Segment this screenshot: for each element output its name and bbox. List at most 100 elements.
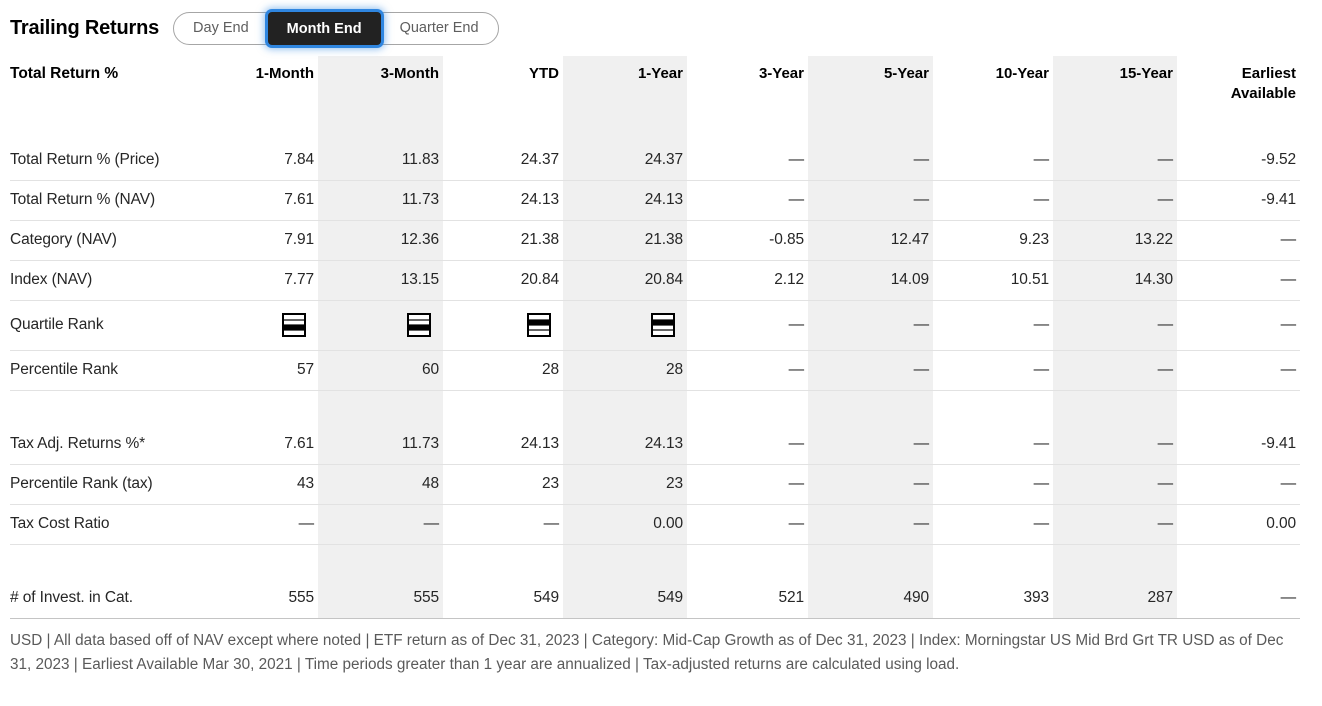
value-cell: 13.22 — [1053, 220, 1177, 261]
value-cell: 393 — [933, 578, 1053, 619]
value-cell: 57 — [195, 350, 318, 391]
period-tabs: Day End Month End Quarter End — [173, 11, 499, 45]
column-header-ytd: YTD — [529, 65, 559, 82]
value-cell: 12.36 — [318, 220, 443, 261]
spacer-cell — [933, 544, 1053, 578]
table-row: Tax Adj. Returns %* 7.61 11.73 24.13 24.13— —… — [10, 424, 1300, 465]
column-header-1-month: 1-Month — [255, 65, 314, 82]
value-cell: — — [1177, 220, 1300, 261]
value-cell: 521 — [687, 578, 808, 619]
value-cell: — — [933, 350, 1053, 391]
value-cell: — — [687, 300, 808, 351]
value-cell: 11.73 — [318, 424, 443, 465]
table-row: Quartile Rank — — — — — — [10, 300, 1300, 351]
value-cell: — — [808, 140, 933, 181]
value-cell: 24.13 — [443, 424, 563, 465]
quartile-cell — [195, 300, 318, 351]
table-row: Percentile Rank 57 60 28 28— — — — — — [10, 350, 1300, 391]
value-cell: 24.13 — [563, 180, 687, 221]
value-cell: 11.83 — [318, 140, 443, 181]
row-label: Percentile Rank (tax) — [10, 464, 195, 505]
value-cell: 9.23 — [933, 220, 1053, 261]
value-cell: 287 — [1053, 578, 1177, 619]
value-cell: 28 — [443, 350, 563, 391]
row-label: Category (NAV) — [10, 220, 195, 261]
value-cell: — — [1053, 504, 1177, 545]
spacer-cell — [933, 390, 1053, 424]
row-label: Percentile Rank — [10, 350, 195, 391]
value-cell: — — [808, 504, 933, 545]
table-row: # of Invest. in Cat. 555 555 549 549 521 490 39… — [10, 578, 1300, 619]
quartile-rank-q2-icon — [527, 313, 551, 337]
quartile-rank-q3-icon — [407, 313, 431, 337]
value-cell: 7.91 — [195, 220, 318, 261]
value-cell: — — [933, 424, 1053, 465]
table-body: Total Return % (Price) 7.84 11.83 24.37 24.3… — [10, 140, 1300, 619]
value-cell: — — [687, 140, 808, 181]
spacer-cell — [563, 390, 687, 424]
value-cell: — — [808, 350, 933, 391]
value-cell: 24.13 — [443, 180, 563, 221]
value-cell: 14.30 — [1053, 260, 1177, 301]
column-header-total-return: Total Return % — [10, 65, 119, 82]
value-cell: — — [687, 464, 808, 505]
value-cell: -9.41 — [1177, 180, 1300, 221]
spacer-cell — [1177, 390, 1300, 424]
value-cell: -9.52 — [1177, 140, 1300, 181]
table-header-row: Total Return % 1-Month 3-Month YTD 1-Year 3-Y… — [10, 56, 1300, 140]
value-cell: — — [1177, 464, 1300, 505]
value-cell: 2.12 — [687, 260, 808, 301]
value-cell: 549 — [563, 578, 687, 619]
row-label: Tax Adj. Returns %* — [10, 424, 195, 465]
value-cell: 28 — [563, 350, 687, 391]
row-label: Total Return % (Price) — [10, 140, 195, 181]
value-cell: 11.73 — [318, 180, 443, 221]
spacer-row — [10, 544, 1300, 578]
value-cell: 13.15 — [318, 260, 443, 301]
value-cell: 23 — [563, 464, 687, 505]
value-cell: -9.41 — [1177, 424, 1300, 465]
value-cell: — — [687, 424, 808, 465]
value-cell: — — [1053, 180, 1177, 221]
tab-quarter-end[interactable]: Quarter End — [381, 13, 498, 44]
quartile-rank-q2-icon — [651, 313, 675, 337]
value-cell: — — [687, 504, 808, 545]
row-label: Tax Cost Ratio — [10, 504, 195, 545]
footnote-text: USD | All data based off of NAV except w… — [10, 631, 1284, 673]
spacer-cell — [318, 390, 443, 424]
spacer-cell — [808, 390, 933, 424]
value-cell: -0.85 — [687, 220, 808, 261]
table-row: Tax Cost Ratio — — —0.00— — — —0.00 — [10, 504, 1300, 545]
value-cell: — — [808, 424, 933, 465]
value-cell: 0.00 — [1177, 504, 1300, 545]
tab-month-end[interactable]: Month End — [267, 11, 381, 45]
value-cell: 20.84 — [443, 260, 563, 301]
column-header-10-year: 10-Year — [995, 65, 1049, 82]
spacer-cell — [10, 544, 195, 578]
value-cell: — — [933, 504, 1053, 545]
value-cell: 490 — [808, 578, 933, 619]
spacer-row — [10, 390, 1300, 424]
spacer-cell — [195, 390, 318, 424]
value-cell: — — [1053, 424, 1177, 465]
table-row: Total Return % (NAV) 7.61 11.73 24.13 24.13—… — [10, 180, 1300, 221]
value-cell: 24.37 — [563, 140, 687, 181]
trailing-returns-table: Total Return % 1-Month 3-Month YTD 1-Year 3-Y… — [10, 56, 1300, 619]
value-cell: 14.09 — [808, 260, 933, 301]
quartile-cell — [318, 300, 443, 351]
value-cell: — — [687, 180, 808, 221]
value-cell: 12.47 — [808, 220, 933, 261]
column-header-1-year: 1-Year — [637, 65, 683, 82]
page-title: Trailing Returns — [10, 16, 160, 39]
value-cell: — — [1053, 464, 1177, 505]
value-cell: — — [808, 180, 933, 221]
tab-day-end[interactable]: Day End — [174, 13, 268, 44]
column-header-3-month: 3-Month — [380, 65, 439, 82]
table-row: Percentile Rank (tax) 43 48 23 23— — — — — — [10, 464, 1300, 505]
value-cell: 7.77 — [195, 260, 318, 301]
value-cell: 21.38 — [443, 220, 563, 261]
value-cell: 7.61 — [195, 424, 318, 465]
column-header-earliest-available: Earliest Available — [1230, 65, 1296, 103]
column-header-3-year: 3-Year — [758, 65, 804, 82]
value-cell: — — [443, 504, 563, 545]
